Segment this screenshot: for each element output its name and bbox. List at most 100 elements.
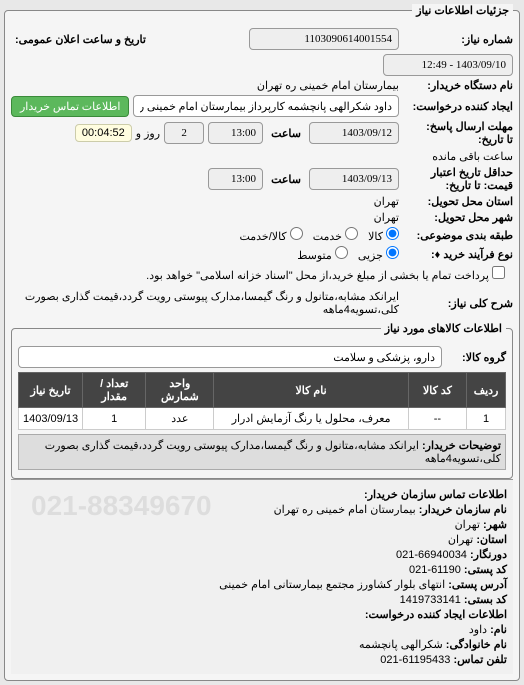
addr-value: انتهای بلوار کشاورز مجتمع بیمارستانی اما… bbox=[219, 579, 445, 591]
post-value: 61190-021 bbox=[409, 564, 461, 576]
row-niaz-number: شماره نیاز: تاریخ و ساعت اعلان عمومی: bbox=[11, 28, 513, 76]
family-value: شکرالهی پانچشمه bbox=[359, 639, 443, 651]
radio-service[interactable] bbox=[345, 227, 358, 240]
c-province-label: استان: bbox=[476, 534, 507, 546]
radio-service-label[interactable]: خدمت bbox=[313, 227, 358, 243]
public-date-input bbox=[383, 54, 513, 76]
min-price-label: حداقل تاریخ اعتبار قیمت: تا تاریخ: bbox=[403, 166, 513, 192]
table-header: تعداد / مقدار bbox=[83, 373, 146, 408]
subject-class-label: طبقه بندی موضوعی: bbox=[403, 229, 513, 242]
radio-kala-khedmat[interactable] bbox=[290, 227, 303, 240]
countdown-timer: 00:04:52 bbox=[75, 124, 132, 142]
row-deadline: مهلت ارسال پاسخ: تا تاریخ: ساعت روز و 00… bbox=[11, 120, 513, 163]
buyer-note-label: توضیحات خریدار: bbox=[422, 440, 501, 452]
table-cell: 1403/09/13 bbox=[19, 408, 83, 430]
table-header: واحد شمارش bbox=[146, 373, 214, 408]
goods-fieldset: اطلاعات کالاهای مورد نیاز گروه کالا: ردی… bbox=[11, 322, 513, 479]
details-fieldset: جزئیات اطلاعات نیاز شماره نیاز: تاریخ و … bbox=[4, 4, 520, 681]
asnad-checkbox[interactable] bbox=[492, 266, 505, 279]
fieldset-legend: جزئیات اطلاعات نیاز bbox=[412, 4, 513, 17]
radio-kala[interactable] bbox=[386, 227, 399, 240]
creator-label: ایجاد کننده درخواست: bbox=[403, 100, 513, 113]
addr-label: آدرس پستی: bbox=[448, 579, 507, 591]
table-header: تاریخ نیاز bbox=[19, 373, 83, 408]
radio-general-label[interactable]: جزیی bbox=[358, 246, 399, 262]
row-buyer-device: نام دستگاه خریدار: بیمارستان امام خمینی … bbox=[11, 79, 513, 92]
creator-input[interactable] bbox=[133, 95, 399, 117]
post-label: کد پستی: bbox=[464, 564, 507, 576]
row-city: شهر محل تحویل: تهران bbox=[11, 211, 513, 224]
contact-title: اطلاعات تماس سازمان خریدار: bbox=[364, 489, 507, 501]
goods-table-wrap: ردیفکد کالانام کالاواحد شمارشتعداد / مقد… bbox=[18, 372, 506, 430]
family-label: نام خانوادگی: bbox=[446, 639, 507, 651]
phone-value: 61195433-021 bbox=[380, 654, 450, 666]
remain-label: ساعت باقی مانده bbox=[432, 150, 513, 163]
contact-info-button[interactable]: اطلاعات تماس خریدار bbox=[11, 96, 129, 117]
row-sharh: شرح کلی نیاز: ایرانکد مشابه،متانول و رنگ… bbox=[11, 290, 513, 316]
hour-label-1: ساعت bbox=[271, 127, 301, 140]
group-input[interactable] bbox=[18, 346, 442, 368]
goods-legend: اطلاعات کالاهای مورد نیاز bbox=[381, 322, 506, 335]
city-label: شهر محل تحویل: bbox=[403, 211, 513, 224]
row-min-price: حداقل تاریخ اعتبار قیمت: تا تاریخ: ساعت bbox=[11, 166, 513, 192]
name-label: نام: bbox=[490, 624, 507, 636]
creator-title: اطلاعات ایجاد کننده درخواست: bbox=[365, 609, 507, 621]
public-date-label: تاریخ و ساعت اعلان عمومی: bbox=[15, 33, 146, 46]
sharh-value: ایرانکد مشابه،متانول و رنگ گیمسا،مدارک پ… bbox=[11, 290, 399, 316]
table-cell: 1 bbox=[83, 408, 146, 430]
code-value: 1419733141 bbox=[400, 594, 461, 606]
name-value: داود bbox=[469, 624, 487, 636]
table-header: کد کالا bbox=[408, 373, 466, 408]
row-buy-type: نوع فرآیند خرید ♦: جزیی متوسط پرداخت تما… bbox=[11, 246, 513, 282]
niaz-number-label: شماره نیاز: bbox=[403, 33, 513, 46]
deadline-time-input bbox=[208, 122, 263, 144]
c-province-value: تهران bbox=[448, 534, 473, 546]
fax-label: دورنگار: bbox=[470, 549, 507, 561]
table-cell: عدد bbox=[146, 408, 214, 430]
phone-label: تلفن تماس: bbox=[453, 654, 507, 666]
org-label: نام سازمان خریدار: bbox=[419, 504, 507, 516]
radio-medium-label[interactable]: متوسط bbox=[297, 246, 348, 262]
goods-table: ردیفکد کالانام کالاواحد شمارشتعداد / مقد… bbox=[18, 372, 506, 430]
table-cell: 1 bbox=[467, 408, 506, 430]
table-cell: -- bbox=[408, 408, 466, 430]
row-group: گروه کالا: bbox=[18, 346, 506, 368]
radio-kala-khedmat-label[interactable]: کالا/خدمت bbox=[239, 227, 302, 243]
group-label: گروه کالا: bbox=[446, 351, 506, 364]
city-value: تهران bbox=[374, 211, 399, 224]
days-remain-input bbox=[164, 122, 204, 144]
fax-value: 66940034-021 bbox=[396, 549, 467, 561]
days-remain-label: روز و bbox=[136, 127, 160, 140]
contact-section: 021-88349670 اطلاعات تماس سازمان خریدار:… bbox=[11, 479, 513, 674]
province-value: تهران bbox=[374, 195, 399, 208]
c-city-value: تهران bbox=[455, 519, 480, 531]
min-price-time-input bbox=[208, 168, 263, 190]
org-value: بیمارستان امام خمینی ره تهران bbox=[274, 504, 416, 516]
table-row: 1--معرف، محلول یا رنگ آزمایش ادرارعدد114… bbox=[19, 408, 506, 430]
radio-kala-label[interactable]: کالا bbox=[368, 227, 399, 243]
deadline-date-input bbox=[309, 122, 399, 144]
hour-label-2: ساعت bbox=[271, 173, 301, 186]
row-subject-class: طبقه بندی موضوعی: کالا خدمت کالا/خدمت bbox=[11, 227, 513, 243]
deadline-label: مهلت ارسال پاسخ: تا تاریخ: bbox=[403, 120, 513, 146]
buy-type-label: نوع فرآیند خرید ♦: bbox=[403, 248, 513, 261]
radio-general[interactable] bbox=[386, 246, 399, 259]
row-province: استان محل تحویل: تهران bbox=[11, 195, 513, 208]
niaz-number-input bbox=[249, 28, 399, 50]
code-label: کد بستی: bbox=[464, 594, 507, 606]
row-creator: ایجاد کننده درخواست: اطلاعات تماس خریدار bbox=[11, 95, 513, 117]
buy-type-radio-group: جزیی متوسط bbox=[297, 246, 399, 262]
province-label: استان محل تحویل: bbox=[403, 195, 513, 208]
subject-radio-group: کالا خدمت کالا/خدمت bbox=[239, 227, 399, 243]
c-city-label: شهر: bbox=[483, 519, 507, 531]
asnad-checkbox-label[interactable]: پرداخت تمام یا بخشی از مبلغ خرید،از محل … bbox=[146, 266, 505, 282]
buyer-device-value: بیمارستان امام خمینی ره تهران bbox=[257, 79, 399, 92]
table-cell: معرف، محلول یا رنگ آزمایش ادرار bbox=[214, 408, 408, 430]
sharh-label: شرح کلی نیاز: bbox=[403, 297, 513, 310]
radio-medium[interactable] bbox=[335, 246, 348, 259]
buyer-note-row: توضیحات خریدار: ایرانکد مشابه،متانول و ر… bbox=[18, 434, 506, 470]
buyer-device-label: نام دستگاه خریدار: bbox=[403, 79, 513, 92]
min-price-date-input bbox=[309, 168, 399, 190]
table-header: ردیف bbox=[467, 373, 506, 408]
table-header: نام کالا bbox=[214, 373, 408, 408]
